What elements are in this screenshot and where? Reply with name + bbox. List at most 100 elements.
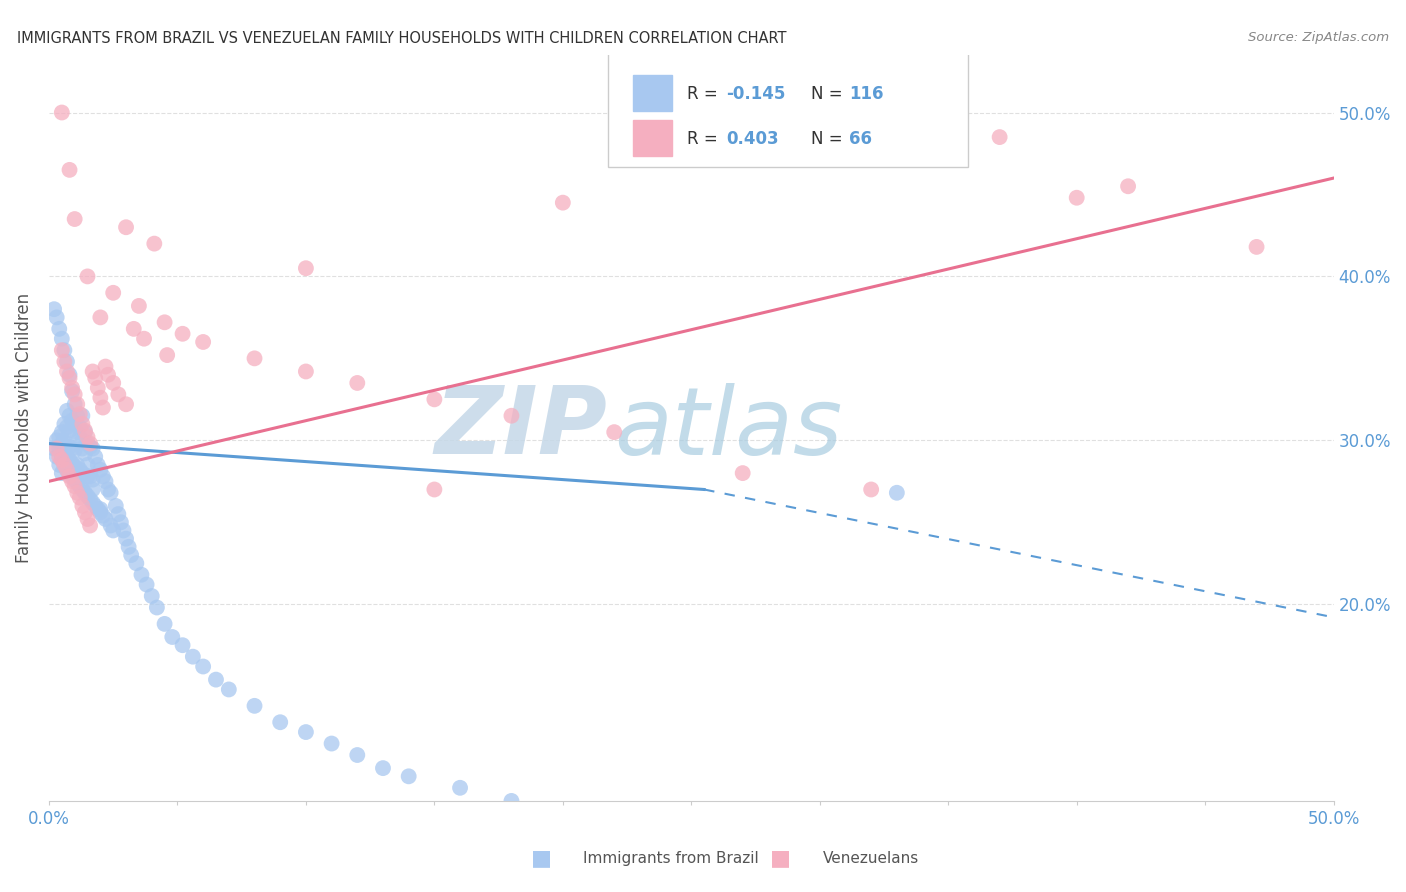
Bar <box>634 120 672 156</box>
Point <box>76 430 98 444</box>
Point <box>73 505 96 519</box>
Point <box>79 518 101 533</box>
Point <box>73 425 96 439</box>
Point <box>172 638 194 652</box>
Point <box>243 698 266 713</box>
Point <box>886 485 908 500</box>
Point <box>156 348 179 362</box>
Point <box>122 322 145 336</box>
Point <box>131 567 153 582</box>
Point <box>398 769 420 783</box>
Point <box>48 442 70 456</box>
Point <box>94 475 117 489</box>
Point <box>125 556 148 570</box>
Y-axis label: Family Households with Children: Family Households with Children <box>15 293 32 563</box>
Point <box>45 434 67 448</box>
Point <box>51 105 73 120</box>
Point <box>73 424 96 438</box>
Point <box>58 368 80 382</box>
Point <box>56 450 79 464</box>
Text: N =: N = <box>811 130 848 148</box>
Point <box>181 649 204 664</box>
Point <box>132 332 155 346</box>
Point <box>69 463 91 477</box>
Point <box>60 381 83 395</box>
Point <box>103 285 125 300</box>
Point <box>501 409 523 423</box>
Point <box>1246 240 1268 254</box>
Point <box>66 409 89 423</box>
Point <box>115 532 138 546</box>
Point <box>89 463 111 477</box>
Point <box>100 485 122 500</box>
Point <box>346 376 368 390</box>
Point <box>73 446 96 460</box>
Point <box>58 371 80 385</box>
Point <box>89 391 111 405</box>
Point <box>76 469 98 483</box>
Point <box>51 436 73 450</box>
Point <box>69 430 91 444</box>
Point <box>63 397 86 411</box>
Point <box>69 407 91 421</box>
Point <box>79 469 101 483</box>
Point <box>107 507 129 521</box>
Text: ■: ■ <box>531 848 551 868</box>
Point <box>172 326 194 341</box>
Point <box>53 434 76 448</box>
Point <box>191 659 214 673</box>
Point <box>58 453 80 467</box>
Point <box>60 469 83 483</box>
Point <box>56 404 79 418</box>
Point <box>117 540 139 554</box>
Point <box>84 499 107 513</box>
Point <box>84 371 107 385</box>
FancyBboxPatch shape <box>607 52 967 167</box>
Point <box>76 489 98 503</box>
Point <box>191 334 214 349</box>
Point <box>58 162 80 177</box>
Point <box>76 458 98 472</box>
Point <box>988 130 1011 145</box>
Point <box>681 818 703 832</box>
Point <box>603 425 626 439</box>
Point <box>58 424 80 438</box>
Point <box>51 453 73 467</box>
Point <box>860 483 883 497</box>
Point <box>243 351 266 366</box>
Point <box>56 436 79 450</box>
Point <box>449 780 471 795</box>
Text: Venezuelans: Venezuelans <box>823 851 918 865</box>
Point <box>53 343 76 358</box>
Point <box>89 505 111 519</box>
Point <box>60 475 83 489</box>
Point <box>295 364 318 378</box>
Point <box>551 195 574 210</box>
Point <box>53 417 76 431</box>
Point <box>66 425 89 439</box>
Point <box>112 524 135 538</box>
Text: R =: R = <box>688 85 724 103</box>
Point <box>295 725 318 739</box>
Point <box>58 469 80 483</box>
Point <box>97 368 120 382</box>
Point <box>76 269 98 284</box>
Text: Source: ZipAtlas.com: Source: ZipAtlas.com <box>1249 31 1389 45</box>
Point <box>63 473 86 487</box>
Point <box>45 442 67 456</box>
Point <box>42 302 65 317</box>
Point <box>371 761 394 775</box>
Point <box>66 397 89 411</box>
Point <box>115 220 138 235</box>
Point <box>79 440 101 454</box>
Text: R =: R = <box>688 130 724 148</box>
Bar <box>634 75 672 111</box>
Point <box>45 310 67 325</box>
Point <box>72 434 94 448</box>
Point <box>82 364 104 378</box>
Point <box>1066 191 1088 205</box>
Point <box>321 737 343 751</box>
Point <box>269 715 291 730</box>
Point <box>87 502 110 516</box>
Point <box>153 315 176 329</box>
